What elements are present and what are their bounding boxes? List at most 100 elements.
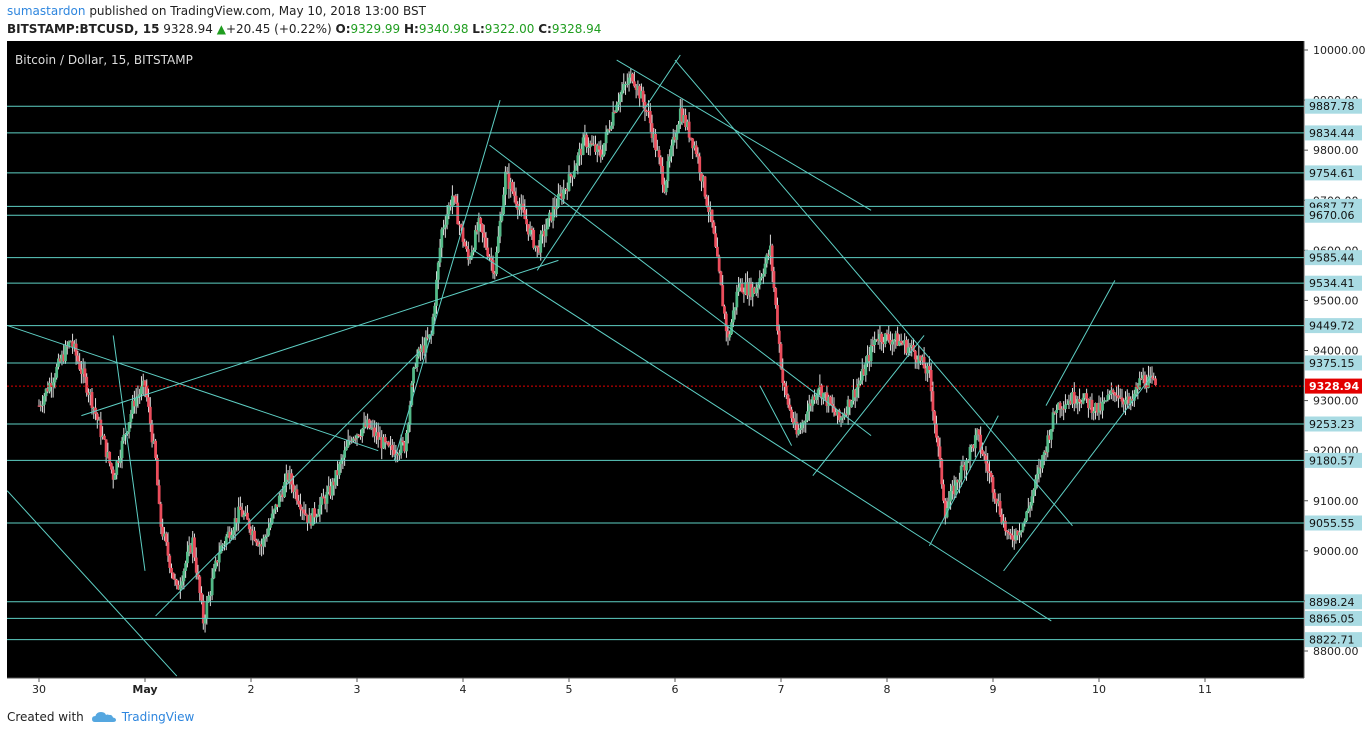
tradingview-link[interactable]: TradingView [121, 710, 195, 724]
chart-title: Bitcoin / Dollar, 15, BITSTAMP [15, 53, 193, 67]
candle-body [677, 124, 680, 133]
candle-body [998, 500, 1002, 515]
price-chart[interactable]: 10000.009900.009800.009700.009600.009500… [7, 41, 1366, 699]
candle-body [624, 83, 627, 85]
level-label-box [1305, 594, 1362, 610]
candle-body [1118, 397, 1122, 399]
candle-body [198, 576, 202, 593]
candle-body [288, 473, 292, 480]
candle-body [995, 498, 998, 504]
candle-body [701, 176, 705, 182]
candle-body [1025, 511, 1028, 521]
candle-body [246, 512, 249, 520]
x-tick-label: 8 [884, 683, 891, 696]
level-label: 9055.55 [1309, 517, 1355, 530]
x-tick-labels: 30 May 2 3 4 5 6 7 8 9 10 11 [32, 678, 1212, 696]
candle-body [500, 214, 504, 221]
level-label-box [1305, 250, 1362, 266]
candle-body [1016, 530, 1020, 536]
candle-body [862, 369, 866, 376]
candle-body [880, 333, 884, 343]
candle-body [774, 288, 778, 305]
candle-body [72, 343, 76, 347]
candle-body [890, 341, 894, 345]
candle-body [530, 228, 534, 231]
candle-body [652, 133, 656, 138]
candle-body [705, 196, 709, 206]
candle-body [663, 184, 666, 193]
candle-body [758, 278, 762, 285]
candle-body [986, 463, 990, 472]
candle-body [892, 339, 896, 342]
candle-body [1136, 386, 1140, 389]
candle-body [339, 460, 343, 464]
trend-line [812, 335, 925, 477]
candle-body [555, 207, 559, 210]
candle-body [468, 258, 472, 260]
x-tick-label: 11 [1198, 683, 1212, 696]
candle-body [350, 440, 354, 442]
chart-area[interactable]: 10000.009900.009800.009700.009600.009500… [7, 41, 1366, 699]
candle-body [896, 333, 899, 346]
candle-body [804, 420, 808, 423]
candle-body [572, 170, 576, 178]
candle-body [606, 129, 610, 132]
candle-body [1076, 399, 1080, 404]
candle-body [1117, 395, 1120, 399]
candle-body [844, 413, 848, 415]
candle-body [850, 400, 854, 408]
candle-body [1065, 403, 1069, 405]
candle-body [528, 228, 532, 235]
candle-body [740, 282, 744, 293]
candle-body [1102, 400, 1106, 402]
candle-body [362, 422, 366, 429]
candle-body [37, 405, 41, 407]
candle-body [567, 174, 571, 191]
candle-body [316, 514, 320, 517]
candle-body [602, 143, 606, 155]
candle-body [557, 193, 560, 208]
candle-body [906, 347, 910, 354]
candle-body [389, 444, 392, 447]
candle-body [779, 343, 783, 369]
candle-body [585, 134, 589, 148]
candle-body [620, 90, 624, 95]
candle-body [55, 366, 59, 378]
candle-body [981, 450, 984, 455]
candle-body [716, 246, 719, 257]
candle-body [419, 348, 422, 353]
candle-body [666, 161, 670, 182]
candle-body [954, 480, 958, 495]
candle-body [1147, 376, 1150, 388]
candle-body [90, 392, 94, 408]
candle-body [799, 428, 802, 430]
x-tick-label: 7 [778, 683, 785, 696]
candle-body [120, 440, 124, 459]
candle-body [535, 245, 539, 248]
candle-body [258, 544, 262, 546]
candle-body [753, 287, 756, 294]
candle-body [846, 399, 850, 415]
candle-body [152, 440, 156, 443]
candle-body [1014, 530, 1018, 541]
candle-body [673, 136, 677, 140]
candle-body [166, 542, 170, 556]
x-tick-label: 9 [990, 683, 997, 696]
candle-body [99, 419, 103, 438]
trend-line [928, 415, 999, 547]
candle-body [253, 530, 256, 541]
level-label: 9449.72 [1309, 320, 1355, 333]
candle-body [537, 247, 541, 253]
candle-body [935, 423, 938, 438]
author-link[interactable]: sumastardon [7, 4, 86, 18]
time-axis[interactable] [7, 678, 1304, 699]
candle-body [876, 338, 880, 341]
candle-body [376, 432, 380, 440]
y-tick-label: 9300.00 [1313, 395, 1359, 408]
candle-body [965, 460, 968, 471]
candle-body [777, 330, 781, 344]
published-text: published on TradingView.com, May 10, 20… [85, 4, 426, 18]
candle-body [412, 367, 415, 384]
candle-body [823, 392, 827, 394]
candle-body [601, 154, 604, 158]
